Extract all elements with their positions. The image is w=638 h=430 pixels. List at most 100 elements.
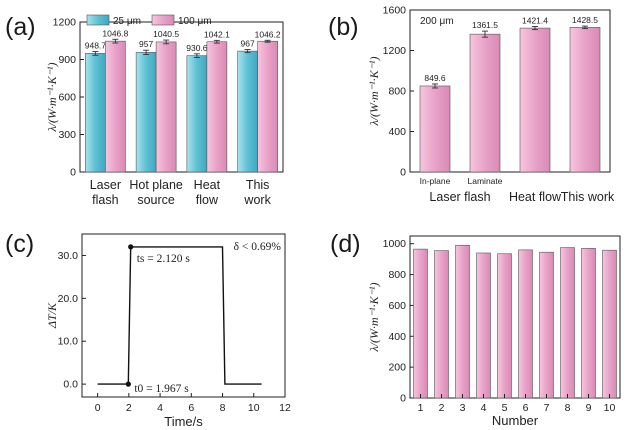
a-bar-25um (135, 52, 157, 173)
panel-c-label: (c) (5, 230, 34, 258)
c-point-t0 (125, 381, 131, 387)
a-bar-100um (257, 40, 278, 173)
panel-d-chart: 0 200 400 600 800 1000 λ/(W·m⁻¹·K⁻¹) 1 2 3 4 5 6 7 8 9 1… (367, 235, 621, 428)
d-xtick-label: 4 (481, 402, 487, 414)
c-series-line (97, 246, 262, 385)
b-thickness-annotation: 200 μm (420, 16, 454, 27)
a-legend-label-25um: 25 μm (113, 16, 141, 27)
c-annotation-delta: δ < 0.69% (234, 241, 282, 253)
a-data-label: 1042.1 (204, 29, 230, 39)
c-plot-frame (81, 233, 286, 398)
d-xtick-label: 8 (565, 402, 571, 414)
c-point-ts (128, 244, 134, 250)
a-category-label: work (243, 193, 271, 207)
d-xlabel: Number (492, 413, 539, 428)
a-category-label: flash (92, 193, 118, 207)
d-bar (560, 247, 575, 399)
d-bar (497, 253, 512, 399)
c-annotation-ts: ts = 2.120 s (137, 253, 191, 265)
c-ylabel: ΔT/K (45, 302, 59, 329)
c-xtick-label: 10 (248, 402, 260, 414)
panel-a-label: (a) (5, 13, 36, 41)
a-data-label: 967 (241, 39, 255, 49)
c-xtick-label: 4 (157, 402, 163, 414)
c-xtick-label: 8 (220, 402, 226, 414)
c-ytick-label: 20.0 (58, 293, 79, 305)
a-ytick-label: 0 (70, 167, 76, 179)
a-data-label: 1040.5 (153, 29, 179, 39)
b-data-label: 1428.5 (572, 15, 598, 25)
a-bar-25um (85, 53, 106, 173)
d-ytick-label: 0 (400, 393, 406, 405)
a-bar-25um (186, 55, 208, 173)
d-plot-frame (409, 235, 621, 399)
c-xtick-label: 2 (126, 402, 132, 414)
b-ytick-label: 800 (388, 86, 406, 98)
a-ytick-label: 1200 (53, 17, 77, 29)
a-bar-100um (105, 40, 126, 173)
c-ytick-label: 0.0 (63, 379, 78, 391)
c-xlabel: Time/s (164, 414, 203, 429)
d-ytick-label: 400 (388, 331, 406, 343)
a-legend-swatch-25um (86, 14, 110, 26)
panel-b-label: (b) (328, 13, 359, 41)
a-category-label: Hot plane (129, 178, 183, 192)
c-annotation-t0: t0 = 1.967 s (134, 383, 189, 395)
b-sub-label: Laminate (468, 176, 503, 186)
b-bar (469, 33, 501, 173)
panel-b-chart: 0 400 800 1200 1600 λ/(W·m⁻¹·K⁻¹) 200 μm 849.6 I… (367, 5, 615, 205)
a-data-label: 930.6 (186, 43, 208, 53)
d-ylabel: λ/(W·m⁻¹·K⁻¹) (367, 282, 381, 352)
panel-c-chart: 0.0 10.0 20.0 30.0 0 2 4 6 8 10 12 Time/s ΔT/K ts = 2… (45, 233, 291, 429)
d-ytick-label: 600 (388, 300, 406, 312)
d-bar (518, 249, 533, 399)
a-data-label: 1046.8 (102, 28, 128, 38)
d-bar (434, 250, 449, 399)
b-bar (569, 27, 601, 173)
a-ytick-label: 900 (58, 54, 76, 66)
d-xtick-label: 1 (418, 402, 424, 414)
panel-a-chart: 0 300 600 900 1200 λ/(W·m⁻¹·K⁻¹) 948.7 1046.8 La… (45, 14, 284, 207)
d-bar (539, 251, 554, 399)
d-bar (602, 249, 617, 399)
b-ytick-label: 1600 (383, 5, 407, 17)
a-data-label: 957 (139, 39, 153, 49)
d-ytick-label: 200 (388, 362, 406, 374)
a-category-label: source (137, 193, 175, 207)
b-ytick-label: 1200 (383, 45, 407, 57)
a-ytick-label: 600 (58, 92, 76, 104)
d-xtick-label: 3 (460, 402, 466, 414)
b-bar (419, 85, 451, 173)
c-xtick-label: 12 (279, 402, 291, 414)
a-bar-25um (237, 50, 258, 173)
b-sub-label: In-plane (420, 176, 451, 186)
a-legend-label-100um: 100 μm (178, 16, 212, 27)
b-group-label: Laser flash (429, 190, 490, 204)
a-ylabel: λ/(W·m⁻¹·K⁻¹) (45, 62, 59, 132)
c-xtick-label: 0 (95, 402, 101, 414)
b-data-label: 849.6 (424, 73, 446, 83)
d-xtick-label: 7 (544, 402, 550, 414)
d-xtick-label: 2 (439, 402, 445, 414)
d-xtick-label: 9 (586, 402, 592, 414)
b-data-label: 1421.4 (522, 16, 548, 26)
d-bar (455, 244, 470, 399)
b-ylabel: λ/(W·m⁻¹·K⁻¹) (367, 56, 381, 126)
b-group-label: Heat flow (509, 190, 562, 204)
a-legend-swatch-100um (151, 14, 175, 26)
b-group-label: This work (561, 190, 615, 204)
a-ytick-label: 300 (58, 129, 76, 141)
a-category-label: Heat (194, 178, 221, 192)
a-bar-100um (155, 41, 177, 173)
d-ytick-label: 800 (388, 269, 406, 281)
d-bar (413, 248, 428, 399)
b-bar (519, 27, 551, 173)
b-ytick-label: 0 (400, 167, 406, 179)
d-bar (476, 252, 491, 399)
d-xtick-label: 6 (523, 402, 529, 414)
c-ytick-label: 10.0 (58, 336, 79, 348)
a-legend: 25 μm 100 μm (86, 14, 212, 27)
d-ytick-label: 1000 (383, 238, 407, 250)
d-xtick-label: 10 (604, 402, 616, 414)
c-ytick-label: 30.0 (58, 250, 79, 262)
